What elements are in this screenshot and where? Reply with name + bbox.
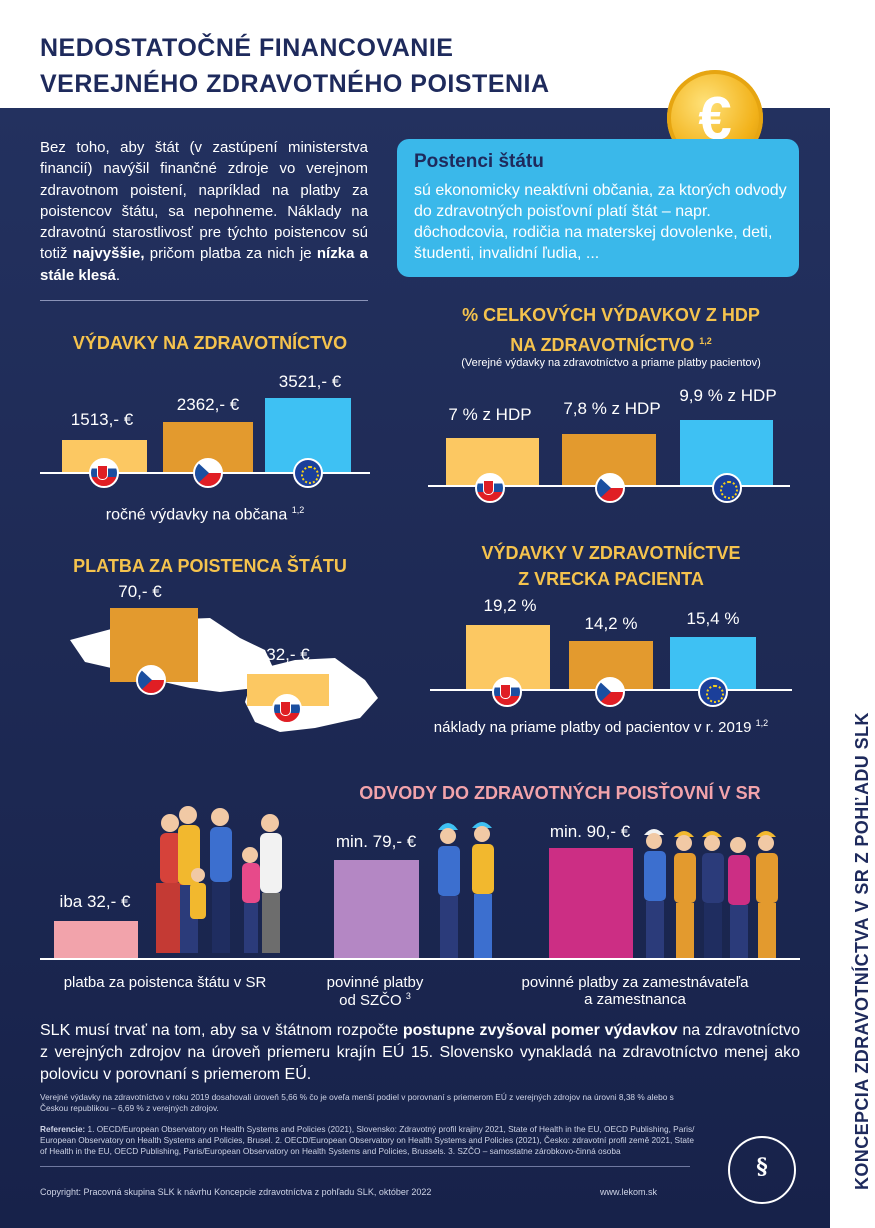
intro-text: Bez toho, aby štát (v zastúpení minister… <box>40 137 368 286</box>
intro-part1: Bez toho, aby štát (v zastúpení minister… <box>40 139 368 263</box>
chart2-value-eu: 9,9 % z HDP <box>679 386 777 405</box>
chart2-title-line2: NA ZDRAVOTNÍCTVO 1,2 <box>430 328 792 358</box>
slk-part1: SLK musí trvať na tom, aby sa v štátnom … <box>40 1022 403 1039</box>
chart4-title-line2: Z VRECKA PACIENTA <box>518 569 704 589</box>
sidebar <box>830 108 875 1228</box>
chart1-value-cz: 2362,- € <box>176 395 240 414</box>
chart5-caption-3: povinné platby za zamestnávateľa a zames… <box>521 974 749 1008</box>
map-cz-sk-icon <box>70 618 378 732</box>
chart5-bar-1 <box>54 921 138 958</box>
divider <box>40 300 368 301</box>
chart5-bar-2 <box>334 860 419 958</box>
chart5-caption-2: povinné platby od SZČO 3 <box>320 974 430 1009</box>
chart5-caption-2-text: povinné platby od SZČO <box>326 974 424 1009</box>
eu-flag-icon <box>712 473 742 503</box>
family-illustration-icon <box>156 806 282 953</box>
chart5-value-3: min. 90,- € <box>549 822 631 841</box>
chart4-title-line1: VÝDAVKY V ZDRAVOTNÍCTVE <box>481 543 741 563</box>
chart4-caption: náklady na priame platby od pacientov v … <box>410 718 792 736</box>
chart4-value-cz: 14,2 % <box>584 614 638 633</box>
page-title: NEDOSTATOČNÉ FINANCOVANIE VEREJNÉHO ZDRA… <box>40 30 550 102</box>
chart5-caption-2-sup: 3 <box>405 991 411 1001</box>
chart5-value-1: iba 32,- € <box>59 892 131 911</box>
eu-flag-icon <box>293 458 323 488</box>
chart1-caption-sup: 1,2 <box>291 505 305 515</box>
chart4-caption-sup: 1,2 <box>755 718 769 728</box>
box-text: sú ekonomicky neaktívni občania, za ktor… <box>414 182 787 262</box>
chart5-title: ODVODY DO ZDRAVOTNÝCH POISŤOVNÍ V SR <box>359 783 761 803</box>
chart1-value-sk: 1513,- € <box>70 410 134 429</box>
czech-flag-icon <box>595 677 625 707</box>
chart1-caption-text: ročné výdavky na občana <box>105 506 288 524</box>
czech-flag-icon <box>595 473 625 503</box>
slk-statement: SLK musí trvať na tom, aby sa v štátnom … <box>40 1020 800 1086</box>
czech-flag-icon <box>136 665 166 695</box>
box-title: Postenci štátu <box>414 151 544 172</box>
chart4-title: VÝDAVKY V ZDRAVOTNÍCTVE Z VRECKA PACIENTA <box>430 540 792 592</box>
chart5-bar-3 <box>549 848 633 958</box>
chart2-title: % CELKOVÝCH VÝDAVKOV Z HDP NA ZDRAVOTNÍCT… <box>430 302 792 358</box>
chart3-value-cz: 70,- € <box>118 582 162 601</box>
insured-by-state-box: Postenci štátu sú ekonomicky neaktívni o… <box>397 139 799 277</box>
chart1-value-eu: 3521,- € <box>278 372 342 391</box>
chart1-caption: ročné výdavky na občana 1,2 <box>40 505 370 524</box>
sidebar-text: KONCEPCIA ZDRAVOTNÍCTVA V SR Z POHĽADU S… <box>852 712 872 1190</box>
chart2-title-line2-text: NA ZDRAVOTNÍCTVO <box>510 335 695 355</box>
footer-rule <box>40 1166 690 1167</box>
copyright: Copyright: Pracovná skupina SLK k návrhu… <box>40 1187 432 1197</box>
slovak-flag-icon <box>89 458 119 488</box>
chart1-title: VÝDAVKY NA ZDRAVOTNÍCTVO <box>72 333 348 353</box>
slovak-flag-icon <box>475 473 505 503</box>
chart5-value-2: min. 79,- € <box>335 832 417 851</box>
slovak-flag-icon <box>272 694 302 724</box>
website-link[interactable]: www.lekom.sk <box>600 1187 658 1197</box>
references-label: Referencie: <box>40 1124 86 1134</box>
title-line-1: NEDOSTATOČNÉ FINANCOVANIE <box>40 34 454 62</box>
chart5-baseline <box>40 958 800 960</box>
chart4-value-eu: 15,4 % <box>686 609 740 628</box>
header: NEDOSTATOČNÉ FINANCOVANIE VEREJNÉHO ZDRA… <box>0 0 875 108</box>
chart2-value-cz: 7,8 % z HDP <box>563 399 661 418</box>
employees-illustration-icon <box>644 829 778 958</box>
slk-part2: na zdravotníctvo z verejných zdrojov na … <box>40 1022 801 1083</box>
chart3-value-sk: 32,- € <box>266 645 310 664</box>
chart2-subtitle: (Verejné výdavky na zdravotníctvo a pria… <box>461 357 761 369</box>
references: Referencie: 1. OECD/European Observatory… <box>40 1124 700 1157</box>
eu-flag-icon <box>698 677 728 707</box>
chart5-caption-1: platba za poistenca štátu v SR <box>63 974 267 991</box>
chart2-value-sk: 7 % z HDP <box>448 405 532 424</box>
czech-flag-icon <box>193 458 223 488</box>
intro-part3: . <box>115 266 121 284</box>
intro-part2: pričom platba za nich je <box>144 245 317 263</box>
slk-seal-logo-icon: § <box>728 1136 796 1204</box>
slovak-flag-icon <box>492 677 522 707</box>
intro-bold2: nízka a stále klesá <box>40 245 368 284</box>
chart2-title-sup: 1,2 <box>699 336 712 346</box>
chart3-title: PLATBA ZA POISTENCA ŠTÁTU <box>73 556 347 576</box>
chart4-value-sk: 19,2 % <box>483 596 537 615</box>
title-line-2: VEREJNÉHO ZDRAVOTNÉHO POISTENIA <box>40 70 550 98</box>
chart2-title-line1: % CELKOVÝCH VÝDAVKOV Z HDP <box>462 305 760 325</box>
references-text: 1. OECD/European Observatory on Health S… <box>40 1124 695 1156</box>
spending-note: Verejné výdavky na zdravotníctvo v roku … <box>40 1092 674 1113</box>
chart4-caption-text: náklady na priame platby od pacientov v … <box>433 719 752 736</box>
intro-bold1: najvyššie, <box>72 245 145 263</box>
workers-illustration-icon <box>438 822 494 958</box>
slk-bold: postupne zvyšoval pomer výdavkov <box>402 1022 678 1039</box>
